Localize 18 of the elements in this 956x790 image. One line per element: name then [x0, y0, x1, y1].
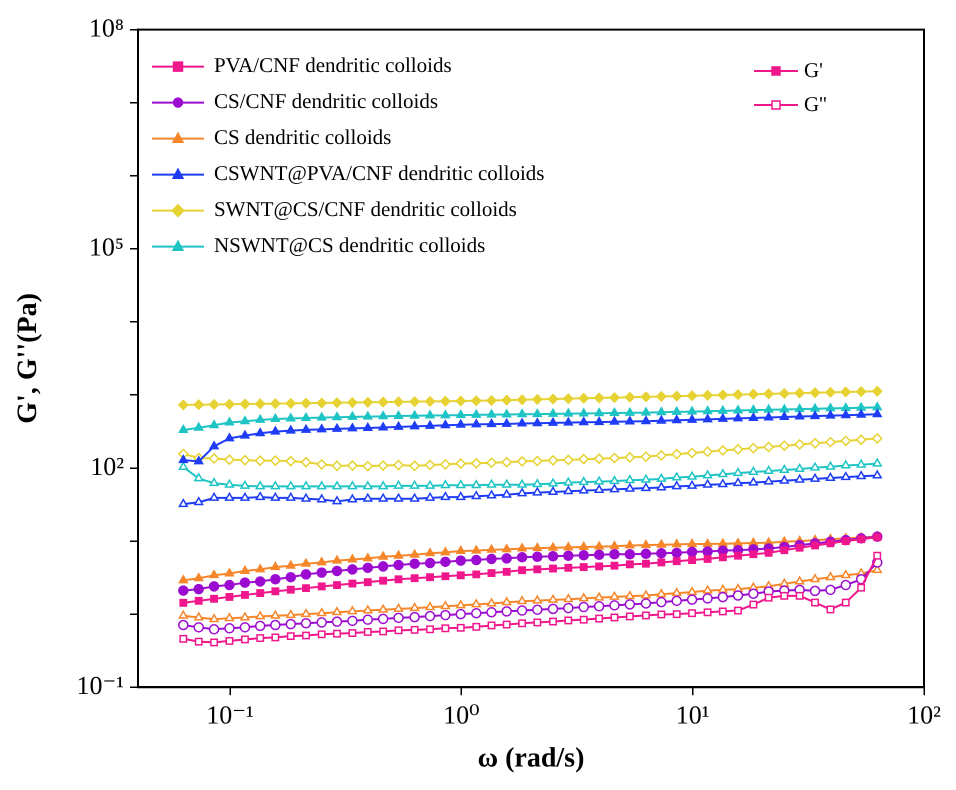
- legend-label: PVA/CNF dendritic colloids: [214, 53, 452, 78]
- legend-label: CSWNT@PVA/CNF dendritic colloids: [214, 161, 544, 186]
- legend-label: SWNT@CS/CNF dendritic colloids: [214, 197, 517, 222]
- x-axis-title: ω (rad/s): [478, 742, 584, 774]
- x-tick-label: 10²: [907, 700, 942, 730]
- y-tick-label: 10⁻¹: [76, 671, 124, 700]
- y-tick-label: 10⁵: [88, 232, 124, 262]
- legend-label: CS dendritic colloids: [214, 125, 392, 150]
- y-tick-label: 10²: [90, 452, 124, 481]
- legend-label: NSWNT@CS dendritic colloids: [214, 233, 486, 258]
- x-tick-label: 10⁻¹: [206, 700, 254, 730]
- annotation: G'': [804, 92, 827, 118]
- y-tick-label: 10⁸: [88, 13, 124, 42]
- annotation: G': [804, 58, 823, 84]
- x-tick-label: 10¹: [676, 700, 710, 730]
- x-tick-label: 10⁰: [443, 700, 480, 730]
- y-axis-title: G', G''(Pa): [12, 293, 44, 424]
- legend-label: CS/CNF dendritic colloids: [214, 89, 438, 114]
